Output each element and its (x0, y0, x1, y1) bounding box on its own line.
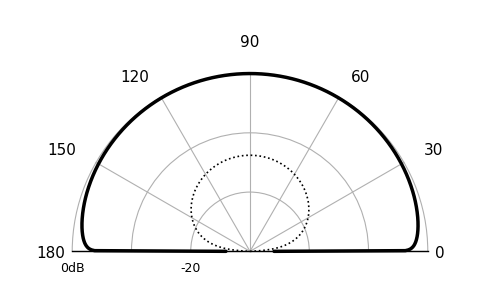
Text: 150: 150 (47, 143, 76, 158)
Text: 90: 90 (240, 35, 260, 50)
Text: -20: -20 (180, 262, 201, 275)
Text: 0dB: 0dB (60, 262, 84, 275)
Text: 0: 0 (435, 246, 444, 261)
Text: 30: 30 (424, 143, 444, 158)
Text: 120: 120 (120, 70, 150, 85)
Text: 180: 180 (36, 246, 65, 261)
Text: 60: 60 (350, 70, 370, 85)
